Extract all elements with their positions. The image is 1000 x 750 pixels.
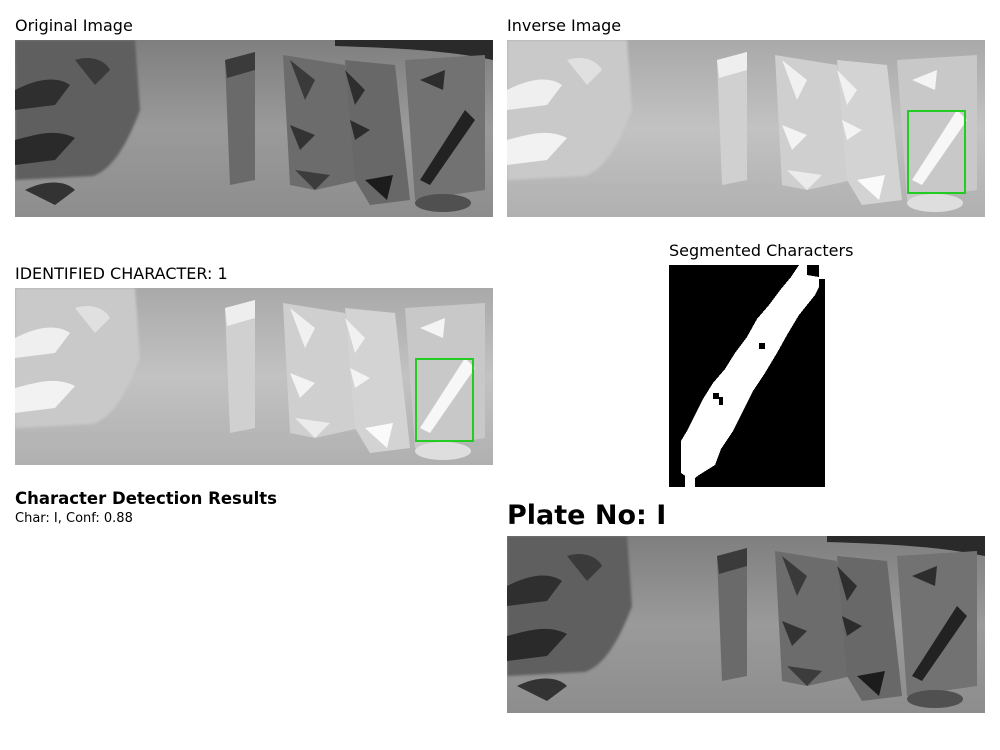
original-image-title: Original Image	[15, 16, 133, 35]
identified-character-image	[15, 288, 493, 465]
inverse-image-title: Inverse Image	[507, 16, 622, 35]
detection-result-line: Char: I, Conf: 0.88	[15, 511, 133, 526]
detection-results-title: Character Detection Results	[15, 489, 277, 508]
inverse-image	[507, 40, 985, 217]
character-bounding-box	[415, 358, 474, 442]
segmented-characters-title: Segmented Characters	[669, 241, 854, 260]
segmented-character-image	[669, 265, 825, 487]
identified-character-title: IDENTIFIED CHARACTER: 1	[15, 264, 228, 283]
original-image	[15, 40, 493, 217]
plate-image	[507, 536, 985, 713]
character-bounding-box	[907, 110, 966, 194]
plate-number-title: Plate No: I	[507, 500, 667, 531]
